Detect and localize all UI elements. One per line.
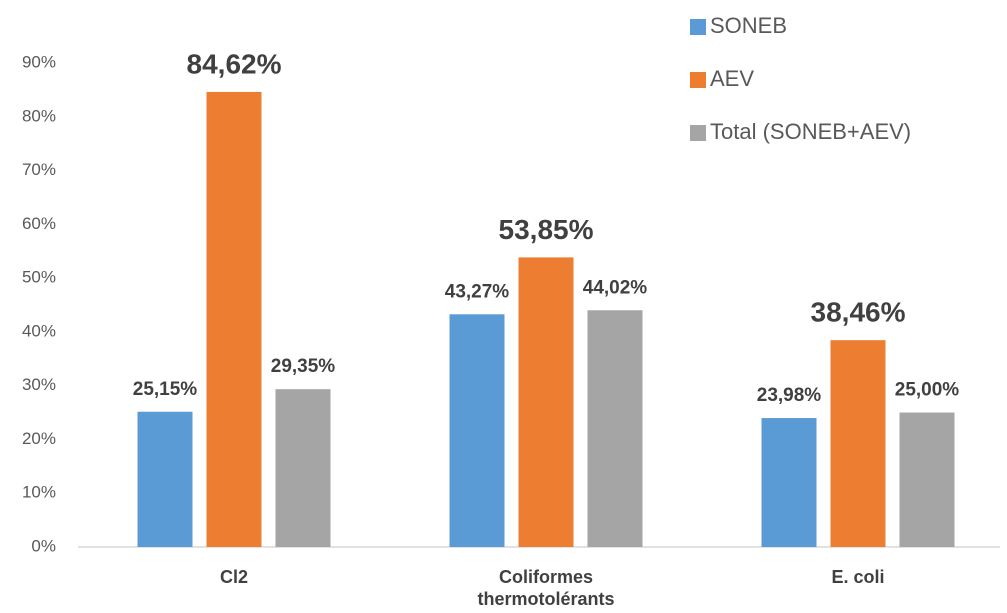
y-tick-label: 10%: [22, 483, 56, 502]
bar: [137, 411, 193, 547]
bar: [830, 340, 886, 547]
value-label: 43,27%: [445, 281, 510, 302]
x-tick-label: Coliformes thermotolérants: [477, 567, 614, 609]
value-label: 25,00%: [895, 380, 960, 401]
bar: [899, 412, 955, 547]
value-label: 44,02%: [583, 277, 648, 298]
y-tick-label: 40%: [22, 321, 56, 340]
y-tick-label: 60%: [22, 214, 56, 233]
bar: [275, 389, 331, 547]
x-tick-label: Cl2: [220, 567, 248, 587]
x-tick-label: E. coli: [831, 567, 884, 587]
legend-label: SONEB: [710, 13, 787, 38]
value-label: 38,46%: [811, 297, 906, 328]
y-tick-label: 0%: [31, 536, 56, 555]
legend-swatch: [690, 72, 706, 88]
y-tick-label: 90%: [22, 52, 56, 71]
y-tick-label: 30%: [22, 375, 56, 394]
bar: [206, 91, 262, 548]
value-label: 53,85%: [499, 214, 594, 245]
bar: [761, 418, 817, 547]
value-label: 23,98%: [757, 385, 822, 406]
y-tick-label: 50%: [22, 268, 56, 287]
value-label: 29,35%: [271, 356, 336, 377]
legend-label: AEV: [710, 66, 754, 91]
value-label: 84,62%: [187, 48, 282, 79]
value-label: 25,15%: [133, 379, 198, 400]
bar: [587, 310, 643, 547]
legend-swatch: [690, 125, 706, 141]
y-tick-label: 80%: [22, 106, 56, 125]
y-tick-label: 20%: [22, 429, 56, 448]
bar: [518, 257, 574, 547]
bar: [449, 314, 505, 547]
legend-swatch: [690, 19, 706, 35]
legend-label: Total (SONEB+AEV): [710, 119, 911, 144]
y-tick-label: 70%: [22, 160, 56, 179]
